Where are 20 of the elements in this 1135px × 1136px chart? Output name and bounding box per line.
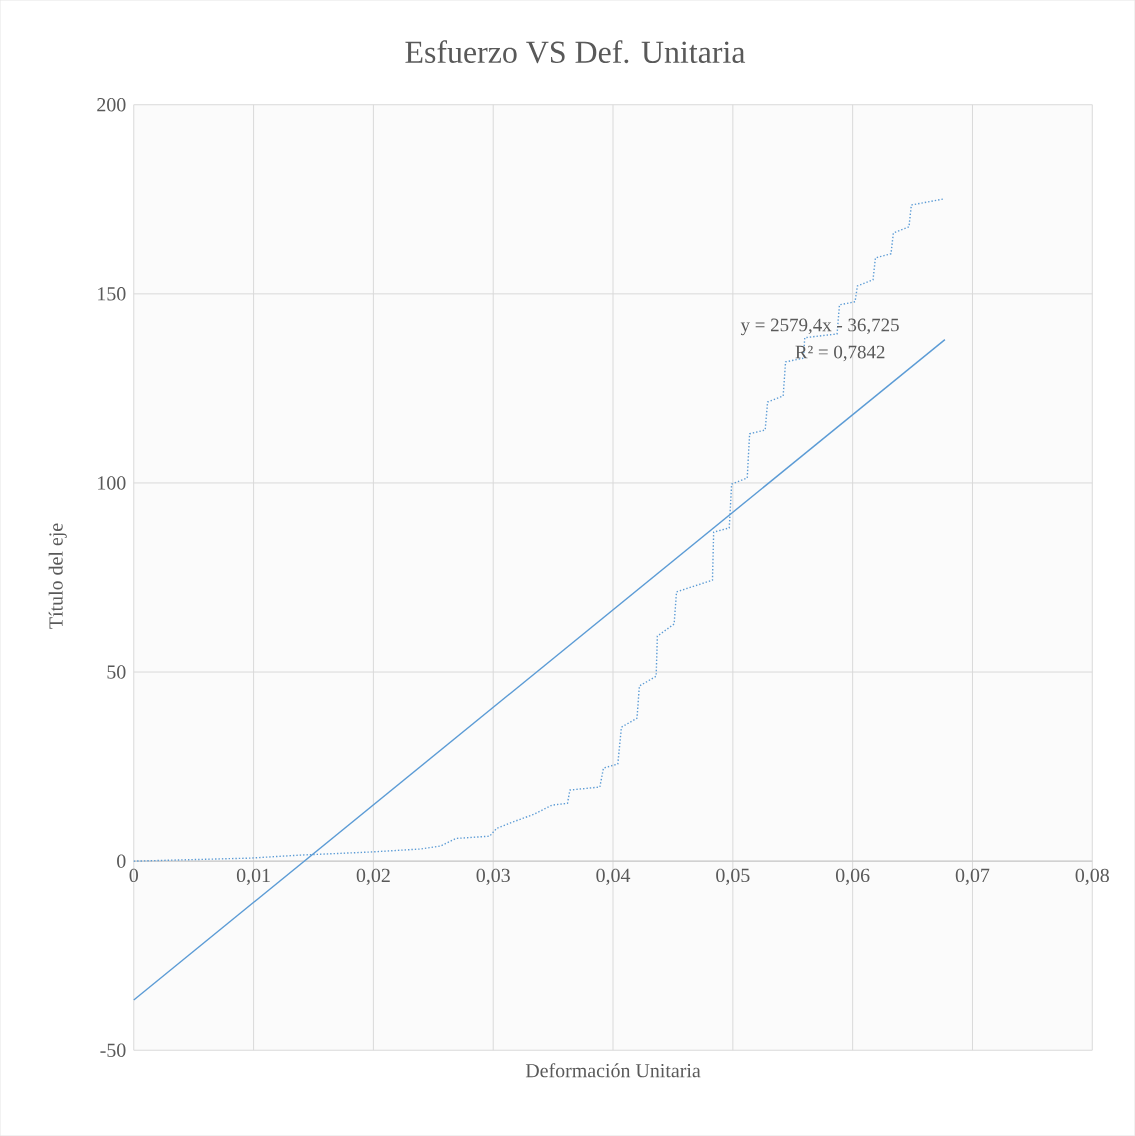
x-tick-label: 0,03 bbox=[476, 868, 510, 885]
x-tick-label: 0,02 bbox=[356, 868, 390, 885]
y-tick-label: 0 bbox=[117, 854, 126, 868]
y-tick-label: 100 bbox=[98, 476, 126, 490]
x-tick-label: 0,08 bbox=[1075, 868, 1109, 885]
x-tick-label: 0,01 bbox=[236, 868, 270, 885]
x-tick-label: 0,05 bbox=[716, 868, 750, 885]
y-tick-label: 50 bbox=[107, 665, 126, 679]
y-tick-label: -50 bbox=[100, 1043, 126, 1057]
x-tick-label: 0 bbox=[129, 868, 138, 883]
annotation: R² = 0,7842 bbox=[795, 345, 885, 362]
y-tick-label: 150 bbox=[98, 287, 126, 301]
annotation: y = 2579,4x - 36,725 bbox=[740, 318, 899, 336]
chart-title: Esfuerzo VS Def. Unitaria bbox=[405, 40, 746, 64]
x-axis-title: Deformación Unitaria bbox=[525, 1063, 701, 1078]
x-tick-label: 0,07 bbox=[955, 868, 990, 885]
x-tick-label: 0,04 bbox=[596, 868, 631, 885]
x-tick-label: 0,06 bbox=[835, 868, 870, 885]
y-tick-label: 200 bbox=[97, 98, 126, 112]
y-axis-title: Título del eje bbox=[48, 523, 67, 629]
